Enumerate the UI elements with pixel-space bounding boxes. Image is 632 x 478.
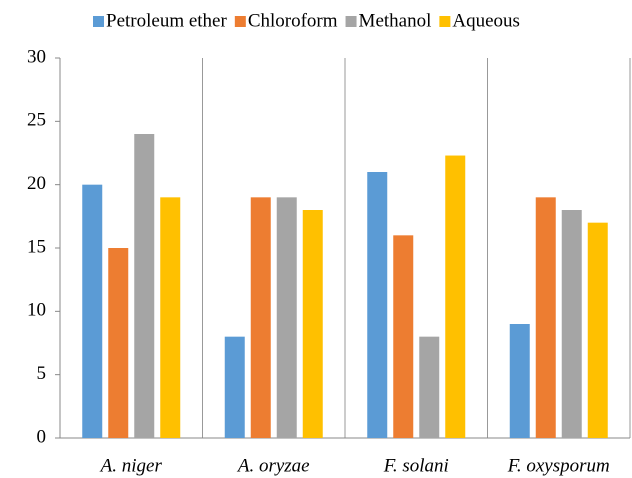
bar bbox=[276, 197, 297, 438]
bar bbox=[587, 222, 608, 438]
bar bbox=[82, 184, 103, 438]
legend-label: Chloroform bbox=[248, 10, 338, 31]
y-tick-label: 15 bbox=[27, 236, 46, 257]
legend-label: Methanol bbox=[359, 10, 432, 31]
legend-swatch bbox=[93, 16, 104, 27]
x-tick-label: F. solani bbox=[383, 455, 449, 476]
y-tick-label: 5 bbox=[37, 363, 47, 384]
legend-swatch bbox=[345, 16, 357, 27]
bar bbox=[509, 324, 530, 438]
bar bbox=[535, 197, 556, 438]
bar bbox=[419, 336, 440, 438]
legend-label: Aqueous bbox=[452, 10, 520, 31]
bar bbox=[393, 235, 414, 438]
bar bbox=[302, 210, 323, 438]
x-tick-label: A. niger bbox=[99, 455, 163, 476]
bar bbox=[134, 134, 155, 438]
legend-label: Petroleum ether bbox=[106, 10, 227, 31]
y-tick-label: 20 bbox=[27, 173, 46, 194]
y-tick-label: 25 bbox=[27, 110, 46, 131]
x-tick-label: A. oryzae bbox=[236, 455, 310, 476]
bar bbox=[160, 197, 181, 438]
legend-swatch bbox=[439, 16, 451, 27]
bar bbox=[250, 197, 271, 438]
y-tick-label: 30 bbox=[27, 46, 46, 67]
bar bbox=[224, 336, 245, 438]
legend-swatch bbox=[234, 16, 246, 27]
bar bbox=[367, 172, 388, 438]
x-tick-label: F. oxysporum bbox=[507, 455, 610, 476]
y-tick-label: 10 bbox=[27, 300, 46, 321]
y-tick-label: 0 bbox=[37, 426, 47, 447]
bar bbox=[561, 210, 582, 438]
bar bbox=[108, 248, 129, 438]
bar bbox=[445, 155, 466, 439]
